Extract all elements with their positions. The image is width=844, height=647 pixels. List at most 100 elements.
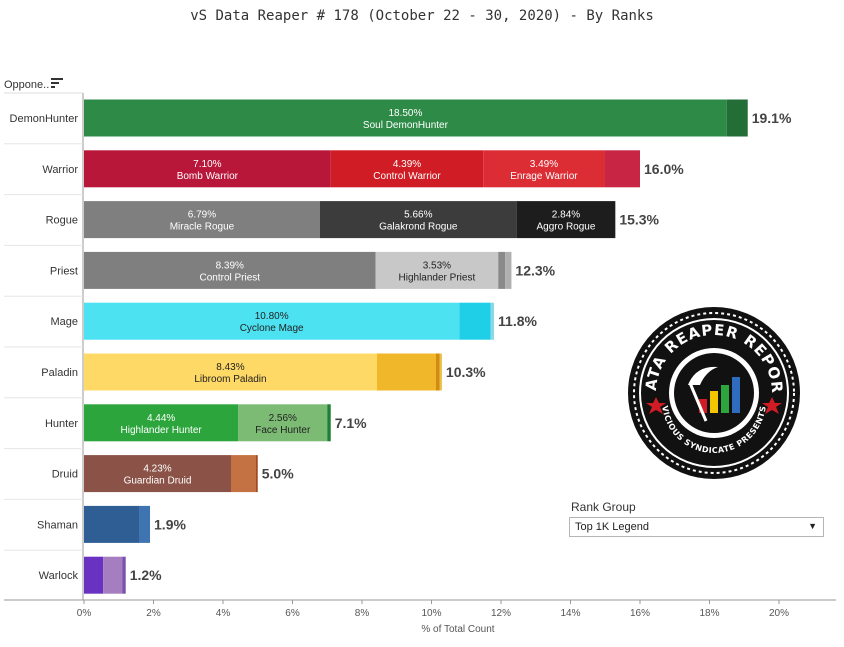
segment-archetype-label: Highlander Hunter xyxy=(121,425,203,436)
segment-archetype-label: Bomb Warrior xyxy=(177,171,239,182)
bar-segment[interactable] xyxy=(84,302,460,340)
total-label: 1.9% xyxy=(154,516,186,532)
x-tick-label: 12% xyxy=(491,608,511,619)
sort-icon[interactable] xyxy=(51,78,63,88)
rank-group-label: Rank Group xyxy=(571,500,636,514)
segment-archetype-label: Enrage Warrior xyxy=(510,171,578,182)
bar-segment[interactable] xyxy=(256,455,258,493)
bar-segment[interactable] xyxy=(604,150,640,188)
dropdown-arrow-icon[interactable]: ▼ xyxy=(808,521,817,531)
bar-segment[interactable] xyxy=(84,505,140,543)
total-label: 5.0% xyxy=(262,466,294,482)
bar-segment[interactable] xyxy=(498,251,506,289)
x-tick-label: 2% xyxy=(146,608,161,619)
category-label: Shaman xyxy=(37,519,78,531)
segment-value-label: 3.53% xyxy=(423,260,451,271)
segment-value-label: 3.49% xyxy=(530,159,558,170)
segment-archetype-label: Guardian Druid xyxy=(124,476,192,487)
bar-segment[interactable] xyxy=(505,251,512,289)
total-label: 12.3% xyxy=(515,262,555,278)
bar-segment[interactable] xyxy=(459,302,491,340)
category-label: Priest xyxy=(50,265,78,277)
total-label: 15.3% xyxy=(619,212,659,228)
x-tick-label: 0% xyxy=(77,608,92,619)
bar-segment[interactable] xyxy=(436,353,440,391)
bar-segment[interactable] xyxy=(84,99,727,137)
x-tick-label: 6% xyxy=(285,608,300,619)
segment-value-label: 10.80% xyxy=(255,311,289,322)
total-label: 11.8% xyxy=(498,313,537,329)
segment-value-label: 4.39% xyxy=(393,159,421,170)
bar-segment[interactable] xyxy=(84,556,104,594)
rank-group-selected: Top 1K Legend xyxy=(575,521,650,533)
total-label: 10.3% xyxy=(446,364,486,380)
category-label: Warrior xyxy=(42,164,78,176)
x-tick-label: 10% xyxy=(421,608,441,619)
bar-segment[interactable] xyxy=(490,302,495,340)
category-label: DemonHunter xyxy=(10,113,79,125)
bar-segment[interactable] xyxy=(375,251,499,289)
bar-segment[interactable] xyxy=(319,201,517,239)
bar-segment[interactable] xyxy=(230,455,257,493)
category-label: Druid xyxy=(52,469,78,481)
category-label: Rogue xyxy=(46,215,78,227)
bar-segment[interactable] xyxy=(238,404,328,442)
x-tick-label: 18% xyxy=(699,608,719,619)
segment-value-label: 2.56% xyxy=(269,413,297,424)
bar-segment[interactable] xyxy=(483,150,605,188)
segment-archetype-label: Control Priest xyxy=(199,272,260,283)
bar-segment[interactable] xyxy=(84,251,376,289)
bar-segment[interactable] xyxy=(84,201,320,239)
bar-segment[interactable] xyxy=(376,353,437,391)
x-tick-label: 14% xyxy=(560,608,580,619)
bar-segment[interactable] xyxy=(84,150,331,188)
bar-segment[interactable] xyxy=(84,404,239,442)
segment-value-label: 18.50% xyxy=(388,108,422,119)
bar-segment[interactable] xyxy=(726,99,748,137)
segment-archetype-label: Libroom Paladin xyxy=(194,374,266,385)
rank-group-dropdown[interactable]: Top 1K Legend ▼ xyxy=(569,517,824,537)
total-label: 1.2% xyxy=(130,567,162,583)
segment-value-label: 6.79% xyxy=(188,210,216,221)
x-tick-label: 16% xyxy=(630,608,650,619)
chart-title: vS Data Reaper # 178 (October 22 - 30, 2… xyxy=(190,8,654,24)
segment-value-label: 8.43% xyxy=(216,362,244,373)
segment-archetype-label: Face Hunter xyxy=(255,425,311,436)
segment-value-label: 7.10% xyxy=(193,159,221,170)
bar-segment[interactable] xyxy=(103,556,123,594)
total-label: 7.1% xyxy=(335,415,367,431)
segment-archetype-label: Galakrond Rogue xyxy=(379,222,458,233)
bar-segment[interactable] xyxy=(122,556,126,594)
x-tick-label: 20% xyxy=(769,608,789,619)
x-axis-title: % of Total Count xyxy=(421,624,494,635)
segment-archetype-label: Control Warrior xyxy=(373,171,441,182)
total-label: 19.1% xyxy=(752,110,792,126)
data-reaper-report-logo: DATA REAPER REPORT VICIOUS SYNDICATE PRE… xyxy=(619,291,802,481)
bar-segment[interactable] xyxy=(330,150,484,188)
segment-archetype-label: Highlander Priest xyxy=(399,272,476,283)
segment-archetype-label: Aggro Rogue xyxy=(537,222,596,233)
bar-segment[interactable] xyxy=(439,353,442,391)
segment-archetype-label: Cyclone Mage xyxy=(240,323,304,334)
category-label: Mage xyxy=(50,316,78,328)
segment-value-label: 4.44% xyxy=(147,413,175,424)
total-label: 16.0% xyxy=(644,161,684,177)
bar-segment[interactable] xyxy=(327,404,331,442)
segment-value-label: 8.39% xyxy=(216,260,244,271)
bar-segment[interactable] xyxy=(516,201,616,239)
x-tick-label: 4% xyxy=(216,608,231,619)
x-tick-label: 8% xyxy=(355,608,370,619)
bar-segment[interactable] xyxy=(84,353,377,391)
segment-value-label: 4.23% xyxy=(143,464,171,475)
bar-segment[interactable] xyxy=(139,505,151,543)
category-label: Warlock xyxy=(39,570,79,582)
segment-value-label: 2.84% xyxy=(552,210,580,221)
bar-segment[interactable] xyxy=(84,455,231,493)
category-label: Hunter xyxy=(45,418,78,430)
segment-archetype-label: Soul DemonHunter xyxy=(363,120,449,131)
segment-archetype-label: Miracle Rogue xyxy=(170,222,235,233)
category-label: Paladin xyxy=(41,367,78,379)
opponent-header-label: Oppone.. xyxy=(4,79,50,91)
segment-value-label: 5.66% xyxy=(404,210,432,221)
